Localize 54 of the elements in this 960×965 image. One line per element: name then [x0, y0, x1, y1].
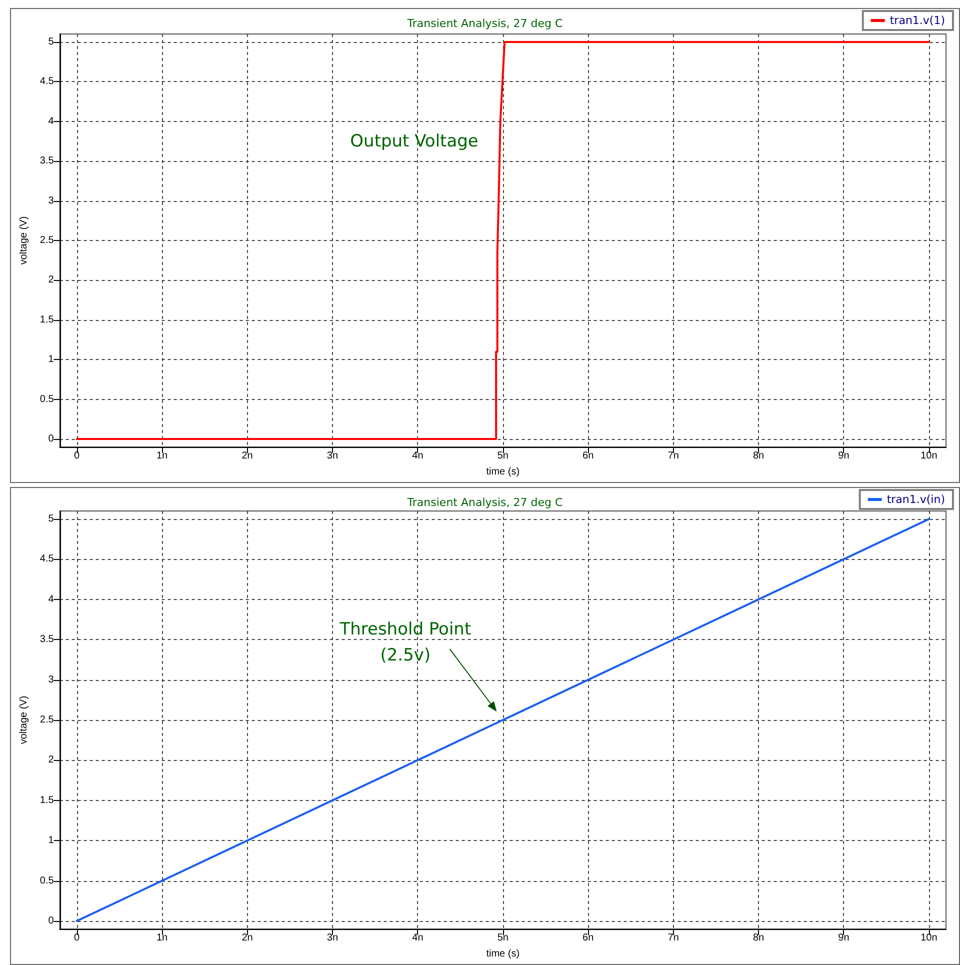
- y-tick-label: 0.5: [40, 875, 54, 886]
- x-tick-label: 4n: [412, 450, 424, 462]
- y-tick-label: 5: [48, 36, 54, 48]
- y-tick-label: 2.5: [40, 714, 54, 726]
- x-tick-label: 6n: [582, 450, 594, 462]
- x-tick-label: 2n: [242, 932, 253, 944]
- chart-title: Transient Analysis, 27 deg C: [406, 496, 564, 509]
- y-tick-label: 5: [48, 514, 54, 525]
- y-tick-label: 1: [48, 354, 54, 366]
- y-tick-label: 1.5: [40, 314, 54, 326]
- y-tick-label: 2.5: [40, 235, 54, 246]
- x-tick-label: 3n: [326, 932, 338, 944]
- x-tick-label: 4n: [412, 932, 424, 944]
- y-tick-label: 3.5: [40, 156, 54, 167]
- y-axis-title: voltage (V): [18, 696, 30, 744]
- y-tick-label: 1: [48, 835, 54, 846]
- y-tick-label: 3: [48, 674, 54, 686]
- x-tick-label: 5n: [497, 932, 508, 944]
- x-tick-label: 10n: [920, 932, 938, 944]
- chart-title: Transient Analysis, 27 deg C: [406, 17, 564, 30]
- x-tick-label: 8n: [752, 450, 764, 462]
- y-axis-title: voltage (V): [18, 216, 30, 265]
- legend-label: tran1.v(1): [890, 14, 946, 27]
- y-tick-label: 2: [48, 274, 54, 286]
- x-tick-label: 5n: [497, 450, 508, 462]
- y-tick-label: 3.5: [40, 634, 54, 646]
- y-tick-label: 4: [48, 116, 54, 127]
- y-tick-label: 2: [48, 754, 54, 766]
- x-tick-label: 9n: [838, 450, 850, 462]
- y-tick-label: 0.5: [40, 394, 54, 405]
- line-series: [76, 40, 930, 440]
- x-axis-title: time (s): [486, 948, 520, 960]
- annotation: Threshold Point (2.5v): [338, 620, 472, 666]
- y-tick-label: 0: [48, 915, 54, 926]
- x-tick-label: 8n: [752, 932, 764, 944]
- x-tick-label: 10n: [920, 450, 938, 462]
- annotation: Output Voltage: [350, 131, 478, 152]
- x-tick-label: 1n: [156, 450, 168, 462]
- x-tick-label: 3n: [326, 450, 338, 462]
- y-tick-label: 4.5: [40, 554, 54, 565]
- x-tick-label: 9n: [838, 932, 850, 944]
- x-tick-label: 1n: [156, 932, 168, 944]
- x-tick-label: 7n: [668, 450, 679, 462]
- y-tick-label: 0: [48, 434, 54, 445]
- x-tick-label: 2n: [242, 450, 253, 462]
- x-axis-title: time (s): [486, 466, 520, 478]
- x-tick-label: 6n: [582, 932, 594, 944]
- legend-label: tran1.v(in): [886, 493, 946, 506]
- y-tick-label: 1.5: [40, 794, 54, 806]
- y-tick-label: 4: [48, 594, 54, 605]
- line-series: [76, 518, 930, 922]
- y-tick-label: 3: [48, 195, 54, 206]
- y-tick-label: 4.5: [40, 76, 54, 88]
- x-tick-label: 7n: [668, 932, 679, 944]
